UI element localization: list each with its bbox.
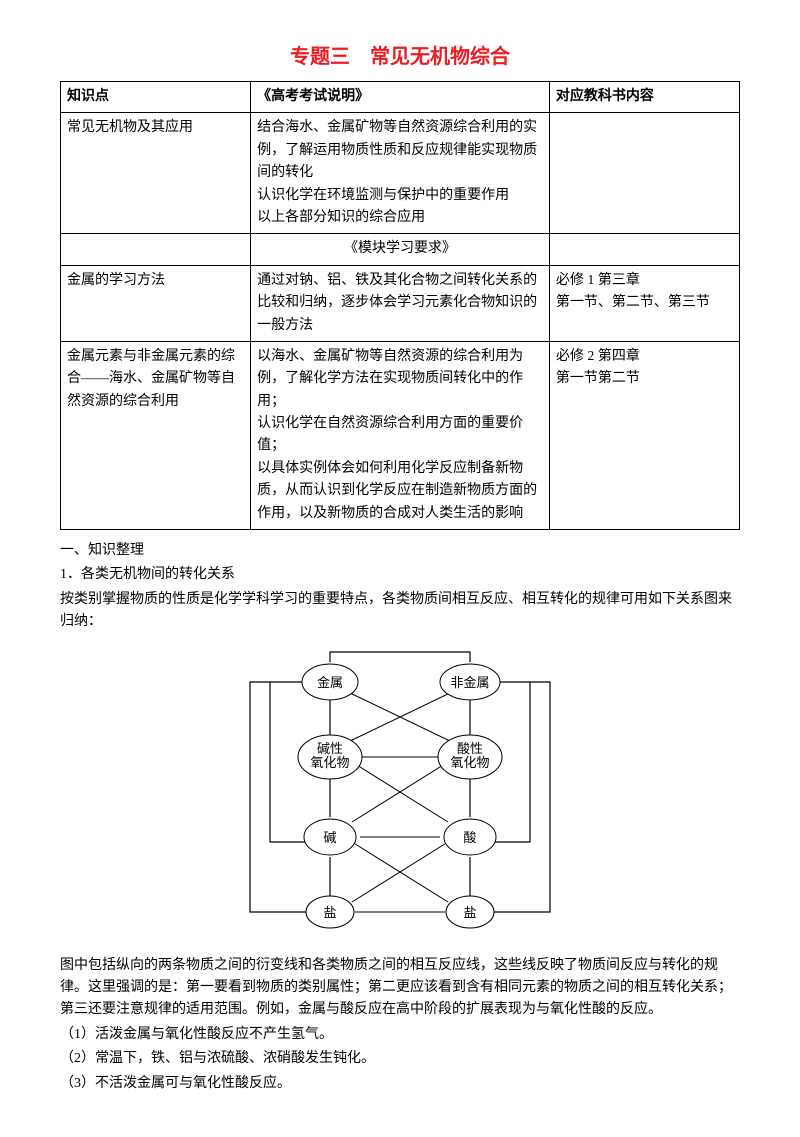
- cell: 结合海水、金属矿物等自然资源综合利用的实例，了解运用物质性质和反应规律能实现物质…: [251, 113, 550, 234]
- node-basic-oxide-l2: 氧化物: [310, 755, 349, 770]
- col-header-2: 对应教科书内容: [549, 82, 739, 113]
- node-salt-1: 盐: [323, 905, 336, 920]
- cell: 金属元素与非金属元素的综合——海水、金属矿物等自然资源的综合利用: [61, 341, 251, 529]
- body-content: 一、知识整理 1．各类无机物间的转化关系 按类别掌握物质的性质是化学学科学习的重…: [60, 540, 740, 634]
- node-acid: 酸: [463, 830, 476, 845]
- cell: 必修 2 第四章第一节第二节: [549, 341, 739, 529]
- cell: [549, 113, 739, 234]
- page-title: 专题三 常见无机物综合: [60, 40, 740, 69]
- paragraph-item-1: （1）活泼金属与氧化性酸反应不产生氢气。: [60, 1024, 740, 1046]
- table-row: 金属元素与非金属元素的综合——海水、金属矿物等自然资源的综合利用 以海水、金属矿…: [61, 341, 740, 529]
- conversion-diagram: 金属 非金属 碱性 氧化物 酸性 氧化物 碱 酸 盐 盐: [60, 642, 740, 947]
- subhead-cell: 《模块学习要求》: [251, 234, 550, 265]
- node-basic-oxide-l1: 碱性: [317, 741, 343, 756]
- paragraph-explain: 图中包括纵向的两条物质之间的衍变线和各类物质之间的相互反应线，这些线反映了物质间…: [60, 955, 740, 1022]
- cell-empty: [61, 234, 251, 265]
- node-nonmetal: 非金属: [450, 675, 489, 690]
- cell: 金属的学习方法: [61, 265, 251, 341]
- cell: 常见无机物及其应用: [61, 113, 251, 234]
- col-header-0: 知识点: [61, 82, 251, 113]
- syllabus-table: 知识点 《高考考试说明》 对应教科书内容 常见无机物及其应用 结合海水、金属矿物…: [60, 81, 740, 530]
- node-salt-2: 盐: [463, 905, 476, 920]
- table-header-row: 知识点 《高考考试说明》 对应教科书内容: [61, 82, 740, 113]
- table-subhead-row: 《模块学习要求》: [61, 234, 740, 265]
- node-acidic-oxide-l1: 酸性: [457, 741, 483, 756]
- paragraph-item-2: （2）常温下，铁、铝与浓硫酸、浓硝酸发生钝化。: [60, 1048, 740, 1070]
- section-heading-2: 1．各类无机物间的转化关系: [60, 564, 740, 586]
- cell: 通过对钠、铝、铁及其化合物之间转化关系的比较和归纳，逐步体会学习元素化合物知识的…: [251, 265, 550, 341]
- table-row: 常见无机物及其应用 结合海水、金属矿物等自然资源综合利用的实例，了解运用物质性质…: [61, 113, 740, 234]
- col-header-1: 《高考考试说明》: [251, 82, 550, 113]
- section-heading-1: 一、知识整理: [60, 540, 740, 562]
- cell: 以海水、金属矿物等自然资源的综合利用为例，了解化学方法在实现物质间转化中的作用；…: [251, 341, 550, 529]
- paragraph-item-3: （3）不活泼金属可与氧化性酸反应。: [60, 1073, 740, 1095]
- node-base: 碱: [323, 830, 336, 845]
- cell-empty: [549, 234, 739, 265]
- cell: 必修 1 第三章第一节、第二节、第三节: [549, 265, 739, 341]
- table-row: 金属的学习方法 通过对钠、铝、铁及其化合物之间转化关系的比较和归纳，逐步体会学习…: [61, 265, 740, 341]
- body-content-after: 图中包括纵向的两条物质之间的衍变线和各类物质之间的相互反应线，这些线反映了物质间…: [60, 955, 740, 1095]
- paragraph-intro: 按类别掌握物质的性质是化学学科学习的重要特点，各类物质间相互反应、相互转化的规律…: [60, 589, 740, 634]
- node-acidic-oxide-l2: 氧化物: [450, 755, 489, 770]
- node-metal: 金属: [317, 675, 343, 690]
